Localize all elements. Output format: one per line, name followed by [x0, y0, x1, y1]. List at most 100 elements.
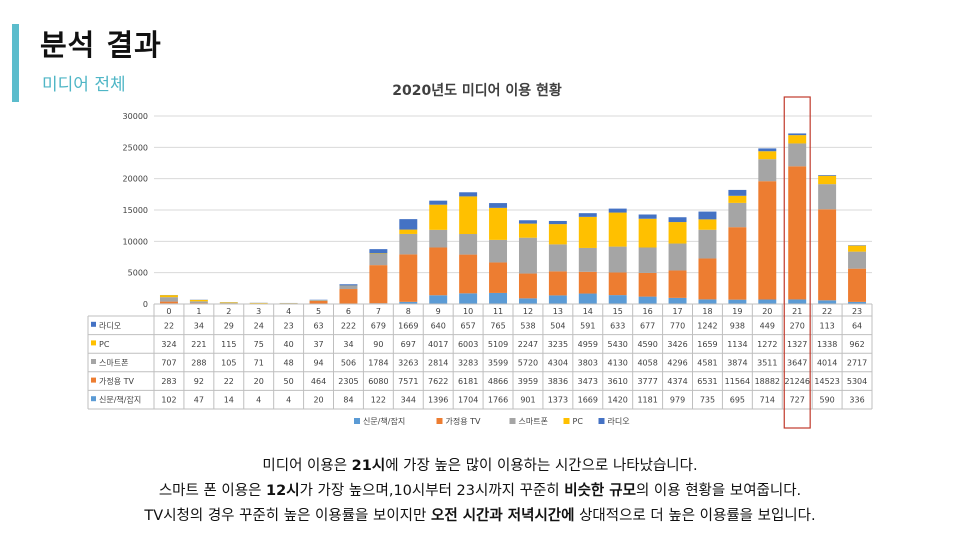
table-cell: 4590	[637, 340, 657, 349]
x-tick-label: 7	[376, 307, 381, 316]
table-cell: 3959	[518, 377, 538, 386]
table-cell: 324	[161, 340, 176, 349]
x-tick-label: 17	[672, 307, 682, 316]
bar-segment	[608, 295, 627, 304]
table-cell: 21246	[784, 377, 809, 386]
bar-segment	[189, 301, 208, 304]
table-cell: 1373	[548, 396, 568, 405]
legend-key	[91, 321, 96, 327]
page-subtitle: 미디어 전체	[42, 75, 126, 95]
bar-segment	[459, 254, 478, 294]
table-cell: 2305	[338, 377, 358, 386]
bar-segment	[548, 220, 567, 225]
table-cell: 1659	[697, 340, 717, 349]
bar-segment	[219, 302, 238, 304]
x-tick-label: 18	[702, 307, 712, 316]
x-tick-label: 16	[643, 307, 653, 316]
bar-segment	[548, 244, 567, 272]
table-cell: 14523	[814, 377, 839, 386]
table-cell: 7622	[428, 377, 448, 386]
table-cell: 18882	[755, 377, 780, 386]
table-cell: 1766	[488, 396, 508, 405]
bar-segment	[818, 175, 837, 176]
bar-segment	[369, 265, 388, 304]
table-cell: 979	[670, 396, 685, 405]
legend-label: 라디오	[608, 417, 630, 426]
table-cell: 47	[194, 396, 204, 405]
bar-segment	[518, 273, 537, 299]
bar-segment	[489, 203, 508, 208]
table-cell: 2247	[518, 340, 538, 349]
bar-segment	[758, 181, 777, 300]
x-tick-label: 23	[852, 307, 862, 316]
x-tick-label: 12	[523, 307, 533, 316]
bar-segment	[608, 212, 627, 247]
table-cell: 14	[224, 396, 234, 405]
table-cell: 1242	[697, 321, 717, 330]
bar-segment	[489, 239, 508, 263]
bar-segment	[638, 296, 657, 304]
table-cell: 4130	[608, 359, 628, 368]
table-cell: 714	[760, 396, 775, 405]
bar-segment	[429, 247, 448, 296]
bar-segment	[548, 295, 567, 304]
x-tick-label: 5	[316, 307, 321, 316]
y-tick-label: 10000	[123, 237, 148, 246]
chart-title: 2020년도 미디어 이용 현황	[392, 82, 562, 99]
bar-segment	[518, 223, 537, 238]
table-cell: 765	[490, 321, 505, 330]
table-cell: 29	[224, 321, 234, 330]
bar-segment	[698, 211, 717, 220]
table-cell: 727	[790, 396, 805, 405]
table-cell: 3283	[458, 359, 478, 368]
table-row-label: 라디오	[99, 321, 121, 330]
bar-segment	[219, 303, 238, 304]
table-cell: 336	[849, 396, 864, 405]
page-title: 분석 결과	[40, 28, 162, 62]
bar-segment	[728, 227, 747, 300]
bar-segment	[728, 299, 747, 304]
bar-segment	[548, 224, 567, 245]
bar-segment	[698, 299, 717, 304]
table-cell: 84	[343, 396, 353, 405]
bar-segment	[399, 229, 418, 234]
caption-line-1: 미디어 이용은 21시에 가장 높은 많이 이용하는 시간으로 나타났습니다.	[0, 454, 960, 479]
table-cell: 113	[819, 321, 834, 330]
bar-segment	[638, 218, 657, 248]
legend-marker	[509, 418, 516, 424]
bar-segment	[638, 214, 657, 219]
table-cell: 3874	[727, 359, 747, 368]
bar-segment	[848, 268, 867, 302]
table-cell: 23	[284, 321, 294, 330]
legend-marker	[598, 418, 605, 424]
table-row-label: 신문/책/잡지	[99, 395, 141, 405]
legend-label: 신문/책/잡지	[363, 416, 405, 426]
table-cell: 4304	[548, 359, 568, 368]
table-cell: 590	[819, 396, 834, 405]
table-cell: 6080	[368, 377, 388, 386]
table-cell: 4581	[697, 359, 717, 368]
x-tick-label: 9	[436, 307, 441, 316]
table-cell: 40	[284, 340, 294, 349]
table-cell: 640	[431, 321, 446, 330]
bar-segment	[848, 251, 867, 269]
table-cell: 4296	[667, 359, 687, 368]
table-cell: 5304	[847, 377, 867, 386]
bar-segment	[788, 299, 807, 304]
bar-segment	[668, 217, 687, 223]
bar-segment	[459, 293, 478, 304]
table-cell: 707	[161, 359, 176, 368]
table-cell: 344	[401, 396, 416, 405]
table-cell: 1784	[368, 359, 388, 368]
table-cell: 4	[286, 396, 291, 405]
y-tick-label: 5000	[128, 269, 148, 278]
table-cell: 24	[254, 321, 264, 330]
table-cell: 3610	[608, 377, 628, 386]
bar-segment	[698, 219, 717, 230]
table-cell: 591	[580, 321, 595, 330]
x-tick-label: 2	[226, 307, 231, 316]
table-cell: 1327	[787, 340, 807, 349]
bar-segment	[758, 148, 777, 152]
bar-segment	[788, 133, 807, 136]
bar-segment	[459, 196, 478, 235]
